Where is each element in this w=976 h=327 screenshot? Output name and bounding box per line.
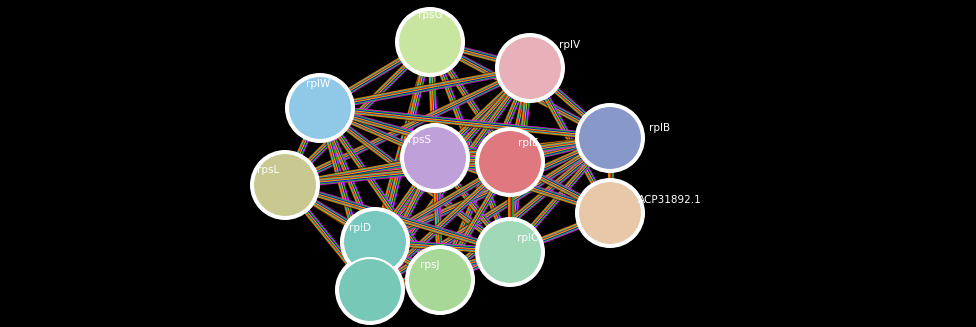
Circle shape [288,76,352,140]
Circle shape [575,178,645,248]
Circle shape [335,255,405,325]
Circle shape [343,210,407,274]
Text: rplD: rplD [349,223,371,233]
Circle shape [285,73,355,143]
Circle shape [578,106,642,170]
Text: rplE: rplE [517,138,538,148]
Circle shape [338,258,402,322]
Text: rplW: rplW [305,79,330,89]
Circle shape [253,153,317,217]
Text: rplC: rplC [517,233,539,243]
Circle shape [403,126,467,190]
Circle shape [340,207,410,277]
Circle shape [478,220,542,284]
Circle shape [578,181,642,245]
Circle shape [395,7,465,77]
Text: rpsL: rpsL [257,165,279,175]
Circle shape [250,150,320,220]
Circle shape [400,123,470,193]
Text: rpsG: rpsG [418,10,442,20]
Circle shape [478,130,542,194]
Text: rplB: rplB [649,123,671,133]
Circle shape [475,217,545,287]
Circle shape [475,127,545,197]
Circle shape [575,103,645,173]
Text: rpsJ: rpsJ [421,260,440,270]
Text: ACP31892.1: ACP31892.1 [638,195,702,205]
Circle shape [405,245,475,315]
Circle shape [408,248,472,312]
Circle shape [398,10,462,74]
Circle shape [498,36,562,100]
Text: rplV: rplV [559,40,581,50]
Text: rpsS: rpsS [408,135,431,145]
Circle shape [495,33,565,103]
